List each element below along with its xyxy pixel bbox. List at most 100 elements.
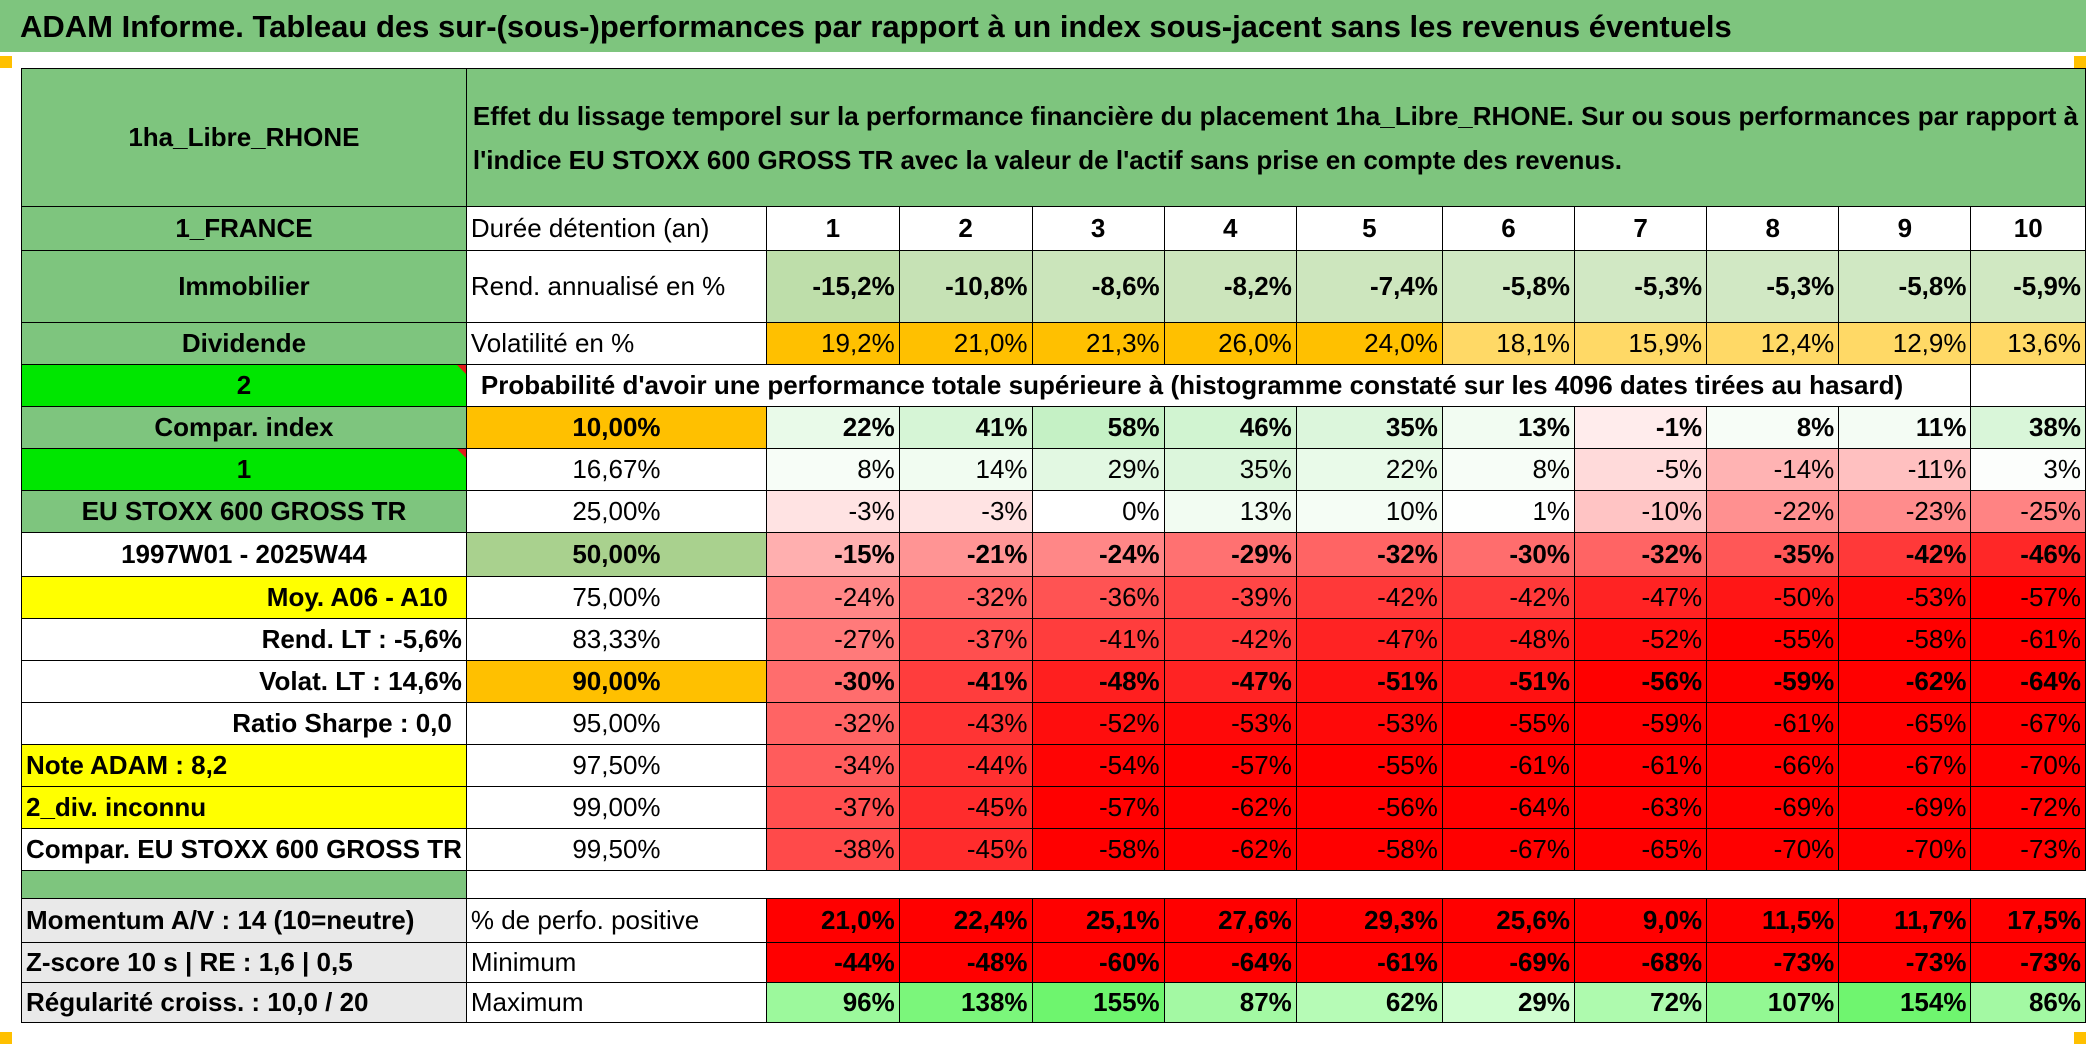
long-term-volatility: Volat. LT : 14,6% <box>21 660 467 703</box>
empty-cell <box>1970 364 2086 407</box>
quantile-value: -41% <box>1031 618 1165 661</box>
sharpe-ratio: Ratio Sharpe : 0,0 <box>21 702 467 745</box>
return-value: -8,2% <box>1163 250 1297 323</box>
quantile-level: 95,00% <box>465 702 768 745</box>
quantile-value: -59% <box>1574 702 1708 745</box>
positive-perf-value: 17,5% <box>1970 898 2086 943</box>
quantile-value: -57% <box>1970 576 2086 619</box>
quantile-value: -58% <box>1031 828 1165 871</box>
quantile-value: 29% <box>1031 448 1165 491</box>
positive-perf-value: 22,4% <box>898 898 1033 943</box>
quantile-level: 50,00% <box>465 532 768 577</box>
year-header: 6 <box>1441 206 1576 251</box>
corner-marker <box>2074 1032 2086 1044</box>
quantile-value: -42% <box>1441 576 1576 619</box>
volatility-value: 13,6% <box>1970 322 2086 365</box>
quantile-value: -64% <box>1970 660 2086 703</box>
quantile-level: 99,00% <box>465 786 768 829</box>
quantile-value: -22% <box>1706 490 1840 533</box>
performance-table: 1ha_Libre_RHONE Effet du lissage tempore… <box>21 68 2086 1023</box>
quantile-value: -47% <box>1163 660 1297 703</box>
maximum-value: 72% <box>1574 982 1708 1023</box>
quantile-value: -45% <box>898 786 1033 829</box>
quantile-value: 11% <box>1838 406 1972 449</box>
quantile-level: 25,00% <box>465 490 768 533</box>
quantile-value: -53% <box>1295 702 1443 745</box>
selector-1[interactable]: 1 <box>21 448 467 491</box>
minimum-label: Minimum <box>465 942 768 983</box>
maximum-value: 107% <box>1706 982 1840 1023</box>
long-term-return: Rend. LT : -5,6% <box>21 618 467 661</box>
year-header: 8 <box>1706 206 1840 251</box>
quantile-value: -38% <box>766 828 900 871</box>
quantile-value: -73% <box>1970 828 2086 871</box>
quantile-value: -32% <box>1574 532 1708 577</box>
positive-perf-value: 29,3% <box>1295 898 1443 943</box>
positive-perf-value: 25,1% <box>1031 898 1165 943</box>
return-value: -5,3% <box>1706 250 1840 323</box>
quantile-value: -55% <box>1706 618 1840 661</box>
maximum-value: 87% <box>1163 982 1297 1023</box>
quantile-value: -48% <box>1441 618 1576 661</box>
return-value: -5,8% <box>1441 250 1576 323</box>
table-description: Effet du lissage temporel sur la perform… <box>465 68 2086 207</box>
quantile-value: -32% <box>1295 532 1443 577</box>
quantile-value: -39% <box>1163 576 1297 619</box>
quantile-value: -56% <box>1574 660 1708 703</box>
maximum-value: 86% <box>1970 982 2086 1023</box>
category-label: Immobilier <box>21 250 467 323</box>
quantile-value: -65% <box>1574 828 1708 871</box>
quantile-value: -69% <box>1706 786 1840 829</box>
country-label: 1_FRANCE <box>21 206 467 251</box>
quantile-value: -50% <box>1706 576 1840 619</box>
quantile-level: 16,67% <box>465 448 768 491</box>
quantile-value: 38% <box>1970 406 2086 449</box>
quantile-value: -48% <box>1031 660 1165 703</box>
quantile-value: -42% <box>1295 576 1443 619</box>
minimum-value: -60% <box>1031 942 1165 983</box>
quantile-level: 10,00% <box>465 406 768 449</box>
volatility-value: 18,1% <box>1441 322 1576 365</box>
maximum-value: 96% <box>766 982 900 1023</box>
volatility-value: 15,9% <box>1574 322 1708 365</box>
quantile-value: -47% <box>1295 618 1443 661</box>
quantile-value: -69% <box>1838 786 1972 829</box>
positive-perf-side-label: Momentum A/V : 14 (10=neutre) <box>21 898 467 943</box>
quantile-value: -44% <box>898 744 1033 787</box>
quantile-value: -70% <box>1838 828 1972 871</box>
report-title: ADAM Informe. Tableau des sur-(sous-)per… <box>0 0 2086 52</box>
average-label: Moy. A06 - A10 <box>21 576 467 619</box>
quantile-value: -53% <box>1838 576 1972 619</box>
year-header: 7 <box>1574 206 1708 251</box>
volatility-value: 24,0% <box>1295 322 1443 365</box>
minimum-value: -61% <box>1295 942 1443 983</box>
quantile-value: 14% <box>898 448 1033 491</box>
quantile-value: -47% <box>1574 576 1708 619</box>
selector-2[interactable]: 2 <box>21 364 467 407</box>
positive-perf-label: % de perfo. positive <box>465 898 768 943</box>
quantile-value: -27% <box>766 618 900 661</box>
quantile-value: 41% <box>898 406 1033 449</box>
quantile-value: -34% <box>766 744 900 787</box>
quantile-value: -25% <box>1970 490 2086 533</box>
quantile-value: -56% <box>1295 786 1443 829</box>
quantile-value: 35% <box>1295 406 1443 449</box>
quantile-value: -53% <box>1163 702 1297 745</box>
quantile-value: -46% <box>1970 532 2086 577</box>
quantile-value: -63% <box>1574 786 1708 829</box>
dividend-info: 2_div. inconnu <box>21 786 467 829</box>
type-label: Dividende <box>21 322 467 365</box>
return-value: -7,4% <box>1295 250 1443 323</box>
quantile-value: -54% <box>1031 744 1165 787</box>
minimum-value: -68% <box>1574 942 1708 983</box>
volatility-value: 12,9% <box>1838 322 1972 365</box>
quantile-value: -70% <box>1706 828 1840 871</box>
quantile-value: -30% <box>766 660 900 703</box>
maximum-value: 155% <box>1031 982 1165 1023</box>
quantile-value: -62% <box>1838 660 1972 703</box>
minimum-value: -73% <box>1970 942 2086 983</box>
quantile-value: -61% <box>1574 744 1708 787</box>
quantile-value: -42% <box>1163 618 1297 661</box>
quantile-value: 46% <box>1163 406 1297 449</box>
quantile-value: -41% <box>898 660 1033 703</box>
